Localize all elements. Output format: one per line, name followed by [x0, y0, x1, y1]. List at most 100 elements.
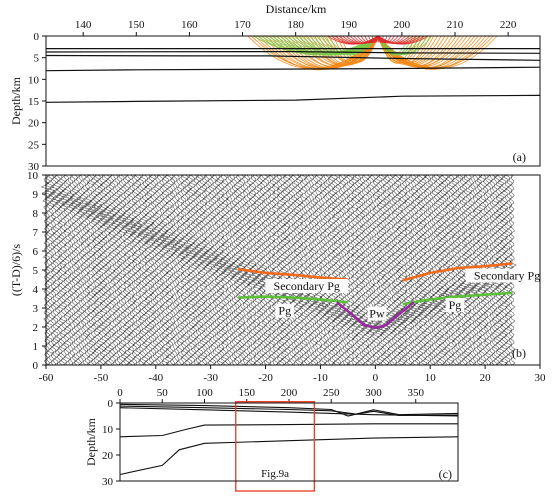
- panel-b-annotation-label: Secondary Pg: [274, 279, 340, 293]
- panel-b-trace: [196, 174, 207, 366]
- panel-b-label: (b): [512, 346, 526, 360]
- panel-b-trace: [284, 174, 294, 366]
- panel-c-frame: [119, 402, 459, 482]
- panel-b-trace: [421, 174, 432, 366]
- panel-b-annotation-label: Pg: [278, 304, 291, 318]
- panel-c-xtick-label: 50: [157, 387, 169, 399]
- panel-a-y-ticks: 0 5 10 15 20 25 30: [28, 31, 46, 173]
- panel-b-trace: [49, 174, 59, 366]
- panel-a-ytick-label: 5: [34, 53, 40, 65]
- panel-b-annotation: Pg: [275, 303, 295, 318]
- panel-b-trace: [281, 174, 293, 366]
- panel-b-trace: [72, 174, 83, 366]
- panel-a-xtick-label: 190: [341, 19, 358, 31]
- panel-b-trace: [205, 174, 215, 366]
- panel-b-trace: [312, 174, 321, 366]
- panel-c-xtick-label: 100: [196, 387, 213, 399]
- panel-b-trace: [232, 174, 244, 366]
- panel-b-trace: [385, 174, 397, 366]
- panel-b-phase-secondary-pg: [402, 262, 513, 282]
- panel-b-trace: [367, 174, 377, 366]
- panel-a-xlabel: Distance/km: [266, 2, 327, 16]
- panel-b-trace: [382, 174, 392, 366]
- panel-b-ytick-label: 5: [33, 265, 39, 277]
- panel-b-trace: [276, 174, 288, 366]
- panel-b-annotation-bg: [265, 279, 349, 293]
- panel-b-trace: [151, 174, 162, 366]
- panel-b-trace: [360, 174, 371, 366]
- panel-b-trace: [185, 174, 196, 366]
- panel-b-trace: [177, 174, 188, 366]
- panel-b-trace: [278, 174, 290, 366]
- panel-b-trace: [274, 174, 283, 366]
- panel-c-ytick-label: 20: [102, 450, 114, 462]
- panel-b-xtick-label: -30: [203, 372, 218, 384]
- panel-b-trace: [339, 174, 349, 366]
- panel-b-trace: [354, 174, 365, 366]
- panel-b-annotation-label: Pg: [449, 298, 462, 312]
- panel-b-xtick-label: -40: [148, 372, 163, 384]
- panel-b-trace: [320, 174, 330, 366]
- panel-b-trace: [301, 174, 311, 366]
- panel-b-trace: [265, 174, 274, 366]
- panel-b-ytick-label: 2: [33, 322, 39, 334]
- panel-c-layer-boundary: [119, 423, 458, 438]
- panel-b-annotation-bg: [465, 268, 549, 283]
- panel-b-phase-pg: [402, 291, 513, 306]
- panel-b-trace: [130, 174, 141, 366]
- panel-b-trace: [223, 174, 234, 366]
- panel-b-xtick-label: -10: [313, 372, 328, 384]
- panel-b-trace: [420, 174, 430, 366]
- panel-b-trace: [145, 174, 155, 366]
- panel-b-trace: [161, 174, 174, 366]
- panel-b-frame: [45, 174, 541, 366]
- panel-b-trace: [121, 174, 134, 366]
- panel-c-highlight-label: Fig.9a: [261, 468, 289, 480]
- panel-b-ytick-label: 4: [33, 284, 39, 296]
- panel-b-trace: [223, 174, 233, 366]
- panel-a-ytick-label: 10: [28, 74, 40, 86]
- panel-b-trace: [260, 174, 271, 366]
- panel-b-trace: [65, 174, 74, 366]
- panel-b-trace: [293, 174, 304, 366]
- panel-b-trace: [408, 174, 417, 366]
- panel-c-top-ticks: 0 50 100 150 200 250 300 350: [117, 387, 425, 403]
- panel-b-trace: [169, 174, 178, 366]
- panel-a-xtick-label: 210: [447, 19, 464, 31]
- panel-b-annotation: Secondary Pg: [465, 268, 549, 283]
- panel-a: Distance/km 140 150 160 170 180 190 200 210 220 …: [9, 2, 541, 173]
- panel-c-ytick-label: 0: [108, 398, 114, 410]
- panel-b-trace: [288, 174, 298, 366]
- panel-b-ytick-label: 0: [33, 360, 39, 372]
- panel-b-ytick-label: 1: [33, 341, 39, 353]
- panel-b-annotation-bg: [445, 298, 465, 312]
- panel-b-trace: [396, 174, 409, 366]
- panel-b-annotation-bg: [367, 306, 387, 321]
- panel-b-x-ticks: -60 -50 -40 -30 -20 -10 0 10 20 30: [39, 365, 546, 384]
- panel-b-trace: [268, 174, 279, 366]
- panel-c-layer-boundary: [119, 403, 459, 417]
- panel-b-annotation-bg: [275, 303, 295, 318]
- panel-b-annotation-label: Pw: [369, 307, 385, 321]
- panel-b-trace: [78, 174, 90, 366]
- panel-c-xtick-label: 200: [281, 387, 298, 399]
- panel-b-annotation: Secondary Pg: [265, 279, 349, 293]
- panel-a-ray: [340, 35, 379, 63]
- panel-b-trace: [303, 174, 313, 366]
- panel-a-xtick-label: 160: [181, 19, 198, 31]
- panel-b-trace: [359, 174, 368, 366]
- panel-b-trace: [350, 174, 361, 366]
- panel-c-label: (c): [439, 467, 452, 481]
- panel-b-phase-pg: [238, 295, 349, 304]
- panel-b-trace: [246, 174, 256, 366]
- panel-a-layer-boundary: [45, 94, 541, 103]
- panel-b-ylabel: ((T-D)/6)/s: [9, 244, 23, 297]
- panel-b-trace: [84, 174, 93, 366]
- panel-b-trace: [199, 174, 209, 366]
- panel-b-trace: [271, 174, 281, 366]
- panel-b-trace: [67, 174, 76, 366]
- panel-b-trace: [218, 174, 227, 366]
- panel-b-trace: [61, 174, 70, 366]
- panel-b-trace: [107, 174, 117, 366]
- panel-b-trace: [404, 174, 416, 366]
